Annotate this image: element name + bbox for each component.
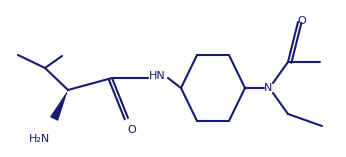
Text: O: O: [128, 125, 136, 135]
Text: O: O: [298, 16, 306, 26]
Polygon shape: [50, 90, 68, 121]
Text: HN: HN: [149, 71, 166, 81]
Text: H₂N: H₂N: [29, 134, 51, 144]
Text: N: N: [264, 83, 272, 93]
